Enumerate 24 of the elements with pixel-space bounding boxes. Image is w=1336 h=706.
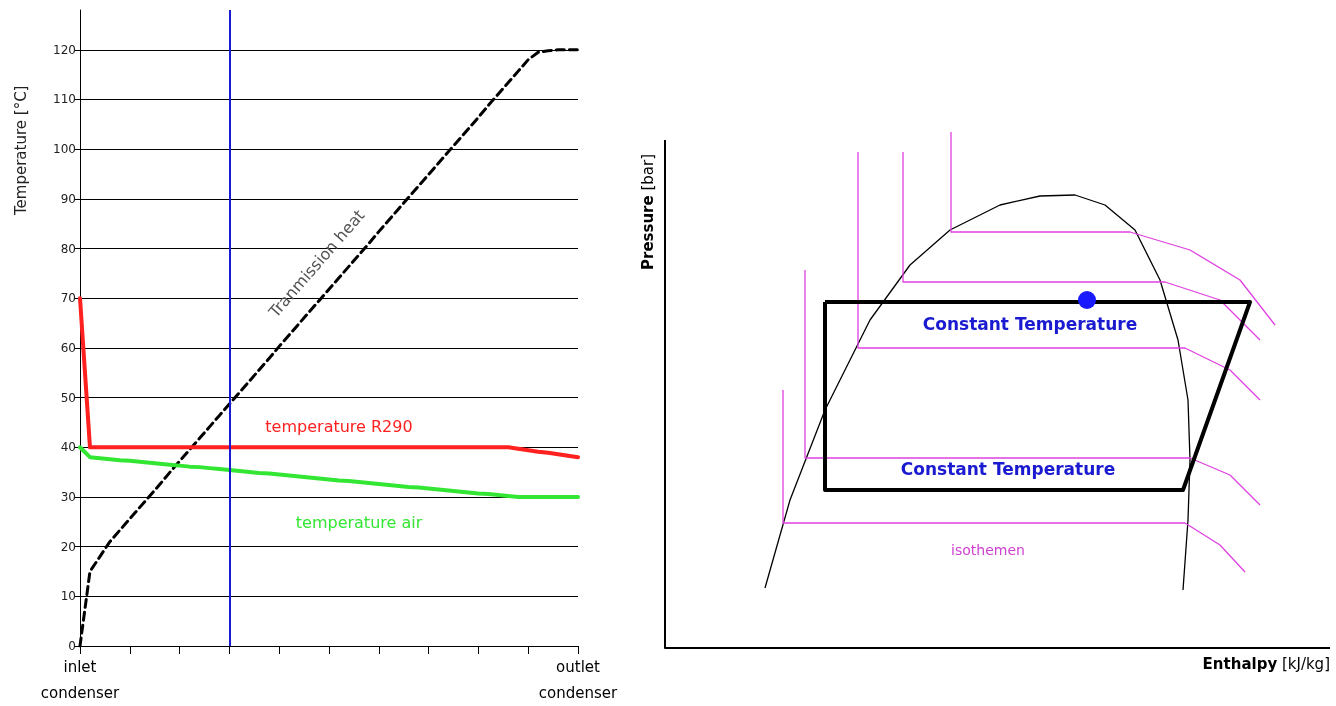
- y-tick-label: 40: [60, 440, 76, 455]
- y-tick-label: 20: [60, 539, 76, 554]
- text: Pressure [bar]: [638, 153, 657, 270]
- y-tick-label: 120: [53, 42, 76, 57]
- y-tick-label: 70: [60, 291, 76, 306]
- x-tick-label: outlet condenser: [538, 658, 619, 702]
- y-tick-label: 50: [60, 390, 76, 405]
- y-tick-label: 90: [60, 191, 76, 206]
- y-tick-label: 0: [68, 639, 76, 653]
- series-label: temperature R290: [265, 416, 413, 436]
- y-axis-title: Temperature [°C]: [11, 85, 30, 216]
- text: isothemen: [951, 542, 1025, 558]
- y-tick-label: 60: [60, 340, 76, 355]
- text: Constant Temperature: [900, 459, 1116, 479]
- series-label: temperature air: [295, 513, 423, 533]
- y-tick-label: 100: [53, 142, 76, 157]
- text: Enthalpy [kJ/kg]: [1202, 654, 1331, 673]
- y-tick-label: 10: [60, 589, 76, 604]
- x-tick-label: inlet condenser: [40, 658, 121, 702]
- y-tick-label: 110: [53, 92, 76, 107]
- y-tick-label: 80: [60, 241, 76, 256]
- line-series: [78, 445, 580, 499]
- y-tick-label: 30: [60, 489, 76, 504]
- text: Constant Temperature: [922, 314, 1138, 334]
